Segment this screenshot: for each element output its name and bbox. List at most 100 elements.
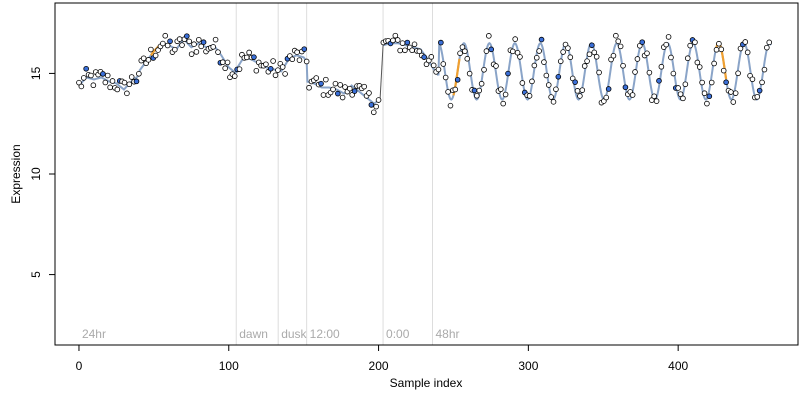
data-point [375, 97, 382, 103]
data-point [613, 32, 619, 39]
data-point [550, 99, 557, 105]
data-point [629, 92, 636, 98]
plot-frame [54, 2, 799, 346]
data-point [610, 52, 617, 59]
data-point [708, 79, 715, 86]
data-point [620, 62, 626, 69]
data-point [735, 70, 741, 77]
data-point [104, 72, 111, 79]
data-point [219, 59, 226, 66]
data-point [140, 55, 147, 62]
data-point [294, 49, 300, 55]
data-point [394, 37, 401, 43]
data-point [699, 79, 705, 86]
data-point [711, 60, 717, 67]
x-tick-label: 300 [518, 359, 538, 373]
data-point [224, 59, 231, 66]
data-point [761, 66, 768, 73]
data-point [188, 51, 195, 57]
data-point [596, 69, 602, 76]
data-point [222, 65, 228, 72]
data-point [148, 46, 154, 53]
data-point [471, 87, 478, 94]
data-point [589, 42, 595, 49]
y-tick-label: 15 [29, 66, 43, 80]
x-axis-title: Sample index [390, 376, 463, 390]
data-point [210, 44, 216, 50]
data-point [696, 64, 703, 70]
data-point [486, 33, 492, 39]
data-point [572, 79, 578, 85]
data-point [706, 93, 713, 100]
data-point [553, 86, 559, 93]
data-point [682, 81, 689, 88]
data-point [337, 82, 344, 88]
data-point [557, 58, 564, 65]
data-point [279, 64, 286, 70]
data-point [639, 39, 646, 45]
data-point [107, 84, 113, 91]
data-point [399, 40, 406, 46]
data-point [83, 65, 89, 72]
data-point [442, 74, 449, 81]
data-point [644, 50, 650, 57]
data-point [476, 87, 483, 94]
data-point [512, 36, 518, 42]
data-point [88, 72, 94, 79]
data-point [330, 86, 336, 93]
data-point [196, 36, 202, 43]
data-point [133, 78, 140, 85]
data-point [421, 54, 427, 60]
data-point [754, 94, 761, 100]
data-point [78, 83, 85, 90]
data-point [493, 63, 499, 69]
data-point [114, 86, 121, 93]
phase-label-4: 0:00 [386, 327, 410, 341]
data-point [438, 39, 444, 46]
data-point [445, 89, 451, 95]
data-point [634, 56, 641, 62]
data-point [684, 55, 691, 62]
data-point [658, 63, 665, 70]
data-point [478, 80, 485, 87]
data-point [720, 67, 727, 74]
data-point [466, 70, 473, 77]
data-point [306, 84, 312, 91]
data-point [586, 51, 593, 58]
data-point [509, 48, 516, 55]
data-point [764, 44, 770, 51]
data-point [430, 62, 437, 69]
data-point [497, 86, 504, 93]
y-tick-label: 5 [29, 271, 43, 278]
data-point [236, 66, 243, 72]
data-point [428, 54, 435, 60]
data-point [351, 88, 358, 94]
data-point [373, 103, 379, 110]
data-point [370, 109, 377, 116]
data-point [263, 61, 269, 68]
data-point [267, 66, 274, 72]
data-point [533, 54, 540, 61]
data-point [440, 61, 447, 67]
data-point [653, 98, 660, 104]
data-point [730, 99, 737, 105]
data-point [128, 74, 135, 80]
phase-label-0: 24hr [82, 327, 106, 341]
data-point [231, 73, 238, 79]
data-point [368, 102, 375, 108]
phase-labels: 24hr dawn dusk 12:00 0:00 48hr [82, 327, 460, 341]
data-point [282, 71, 288, 77]
data-point [462, 48, 468, 55]
data-point [632, 69, 638, 75]
data-point [145, 57, 152, 63]
data-point [164, 42, 171, 49]
data-point [519, 80, 526, 86]
data-point [526, 93, 533, 99]
y-axis-title: Expression [9, 144, 23, 203]
data-point [152, 52, 159, 59]
data-point [191, 41, 197, 47]
data-point [301, 46, 308, 52]
data-point [320, 92, 327, 98]
data-point [548, 94, 554, 100]
data-point [617, 43, 624, 50]
